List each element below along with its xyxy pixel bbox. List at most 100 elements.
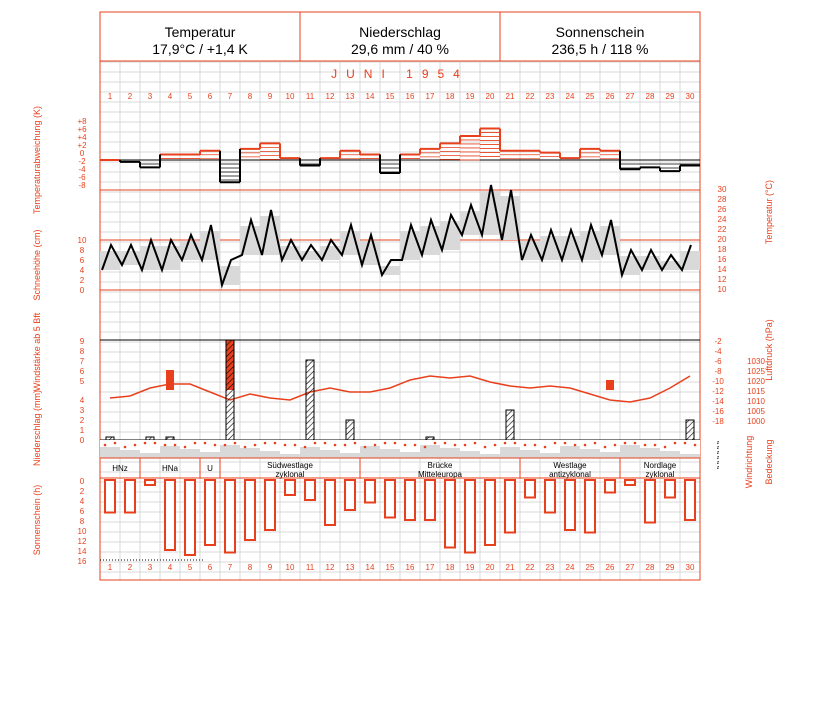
wind-bar — [166, 370, 174, 390]
axis-title-pressure: Luftdruck (hPa) — [764, 319, 774, 381]
wind-dir-dot — [573, 443, 577, 447]
sunshine-bar — [284, 479, 296, 496]
weather-type-label: HNa — [162, 464, 179, 473]
temperature-tick-label: 22 — [718, 225, 727, 234]
wind-dir-dot — [163, 443, 167, 447]
wind-dir-dot — [563, 441, 567, 445]
side-scale-label: -8 — [714, 367, 722, 376]
precip-bar — [305, 359, 315, 441]
snow-tick-label: 8 — [80, 246, 85, 255]
day-label-top: 19 — [466, 92, 475, 101]
day-label-top: 2 — [128, 92, 133, 101]
day-label-top: 27 — [626, 92, 635, 101]
sunshine-bar — [204, 479, 216, 546]
day-label-bottom: 17 — [426, 563, 435, 572]
pressure-tick-label: 1000 — [747, 417, 765, 426]
cloud-band — [680, 454, 700, 458]
wind-dir-dot — [623, 441, 627, 445]
day-label-top: 6 — [208, 92, 213, 101]
weather-type-label: Südwestlage — [267, 461, 313, 470]
temperature-tick-label: 14 — [718, 265, 727, 274]
wind-tick-label: 9 — [80, 337, 85, 346]
wind-dir-dot — [413, 443, 417, 447]
side-scale-label: -16 — [712, 407, 724, 416]
precip-bar — [145, 436, 155, 441]
wind-dir-dot — [123, 445, 127, 449]
day-label-top: 3 — [148, 92, 153, 101]
day-label-bottom: 8 — [248, 563, 253, 572]
temperature-tick-label: 16 — [718, 255, 727, 264]
day-label-bottom: 13 — [346, 563, 355, 572]
wind-dir-dot — [593, 441, 597, 445]
sunshine-bar — [124, 479, 136, 514]
sunshine-bar — [104, 479, 116, 514]
wind-dir-dot — [453, 443, 457, 447]
wind-dir-dot — [543, 445, 547, 449]
wind-dir-dot — [693, 443, 697, 447]
wind-dir-label: z — [717, 465, 720, 471]
precip-bar — [165, 436, 175, 441]
day-label-top: 23 — [546, 92, 555, 101]
sunshine-bar — [364, 479, 376, 504]
day-label-top: 12 — [326, 92, 335, 101]
axis-title-cloud: Bedeckung — [764, 439, 774, 484]
day-label-top: 14 — [366, 92, 375, 101]
wind-dir-dot — [503, 441, 507, 445]
temp-range-band — [680, 251, 700, 270]
cloud-band — [180, 449, 200, 458]
temp-range-band — [280, 246, 300, 260]
wind-dir-dot — [133, 443, 137, 447]
cloud-band — [480, 454, 500, 458]
weather-type-label: Brücke — [428, 461, 453, 470]
sunshine-bar — [384, 479, 396, 519]
cloud-band — [400, 452, 420, 458]
wind-dir-dot — [613, 443, 617, 447]
day-label-bottom: 19 — [466, 563, 475, 572]
wind-dir-dot — [283, 443, 287, 447]
day-label-top: 29 — [666, 92, 675, 101]
temp-range-band — [200, 231, 220, 260]
wind-dir-dot — [313, 441, 317, 445]
day-label-top: 30 — [686, 92, 695, 101]
wind-dir-dot — [213, 443, 217, 447]
day-label-top: 10 — [286, 92, 295, 101]
wind-dir-dot — [473, 441, 477, 445]
precip-bar — [345, 419, 355, 441]
axis-title-precip: Niederschlag (mm) — [32, 390, 42, 466]
sunshine-bar — [584, 479, 596, 534]
side-scale-label: -2 — [714, 337, 722, 346]
day-label-bottom: 24 — [566, 563, 575, 572]
anomaly-tick-label: +8 — [77, 117, 87, 126]
header-precipitation-title: Niederschlag — [359, 24, 441, 40]
wind-dir-dot — [443, 441, 447, 445]
day-label-bottom: 14 — [366, 563, 375, 572]
wind-dir-dot — [653, 443, 657, 447]
temp-range-band — [440, 221, 460, 250]
day-label-bottom: 28 — [646, 563, 655, 572]
axis-title-temperature: Temperatur (°C) — [764, 180, 774, 244]
anomaly-tick-label: 0 — [80, 149, 85, 158]
day-label-top: 15 — [386, 92, 395, 101]
axis-title-wind_dir: Windrichtung — [744, 436, 754, 489]
day-label-top: 16 — [406, 92, 415, 101]
cloud-band — [660, 451, 680, 458]
header-sunshine-value: 236,5 h / 118 % — [551, 41, 649, 57]
wind-dir-dot — [373, 443, 377, 447]
temp-range-band — [660, 261, 680, 270]
sunshine-bar — [324, 479, 336, 526]
pressure-tick-label: 1020 — [747, 377, 765, 386]
cloud-band — [460, 451, 480, 458]
precip-bar — [505, 409, 515, 441]
pressure-tick-label: 1010 — [747, 397, 765, 406]
day-label-bottom: 15 — [386, 563, 395, 572]
temperature-tick-label: 12 — [718, 275, 727, 284]
temperature-tick-label: 26 — [718, 205, 727, 214]
cloud-band — [500, 447, 520, 458]
anomaly-tick-label: -2 — [78, 157, 86, 166]
precip-tick-label: 4 — [80, 396, 85, 405]
cloud-band — [340, 453, 360, 458]
cloud-band — [100, 447, 120, 458]
sunshine-bar — [604, 479, 616, 494]
axis-title-temp_anomaly: Temperaturabweichung (K) — [32, 106, 42, 214]
cloud-band — [200, 452, 220, 458]
